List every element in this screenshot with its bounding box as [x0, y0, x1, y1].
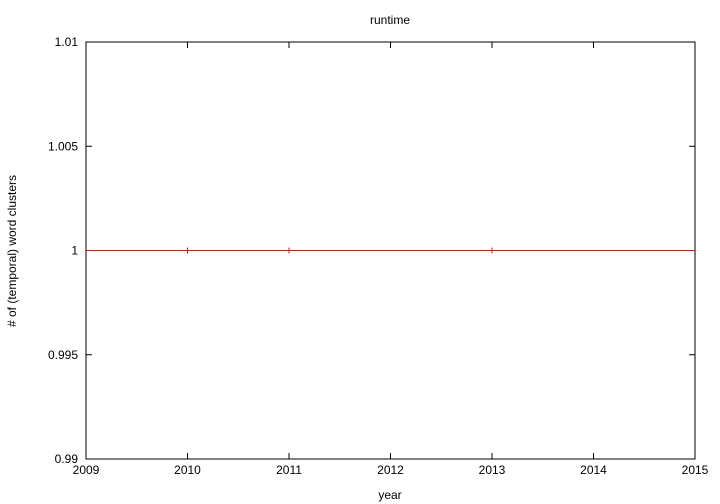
x-tick-label: 2014	[580, 463, 607, 477]
x-tick-label: 2009	[73, 463, 100, 477]
series-layer	[86, 247, 695, 254]
x-tick-label: 2011	[276, 463, 302, 477]
data-point-marker	[184, 247, 191, 254]
y-ticks: 0.99 0.995 1 1.005 1.01	[48, 35, 695, 466]
x-tick-label: 2012	[377, 463, 404, 477]
y-tick-label: 1.01	[55, 35, 79, 49]
x-tick-label: 2015	[682, 463, 709, 477]
data-point-marker	[489, 247, 495, 254]
x-tick-label: 2013	[479, 463, 506, 477]
data-point-marker	[286, 247, 292, 254]
x-ticks: 2009 2010 2011 2012 2013 2014 2015	[73, 42, 709, 477]
y-tick-label: 0.995	[48, 348, 78, 362]
y-tick-label: 1.005	[48, 139, 78, 153]
y-axis-label: # of (temporal) word clusters	[5, 175, 19, 327]
x-tick-label: 2010	[174, 463, 201, 477]
y-tick-label: 1	[71, 244, 78, 258]
y-tick-label: 0.99	[55, 452, 79, 466]
chart-title: runtime	[370, 13, 410, 27]
x-axis-label: year	[378, 488, 401, 502]
